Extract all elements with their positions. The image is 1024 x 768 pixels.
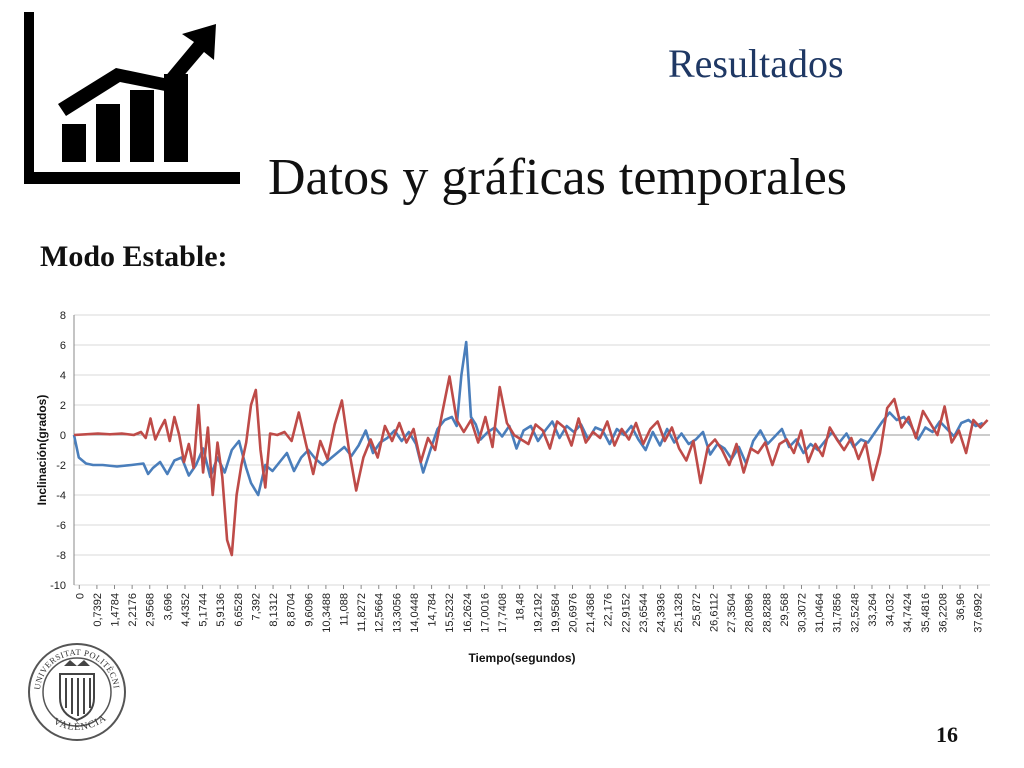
- x-tick-label: 36,2208: [937, 593, 949, 633]
- x-tick-label: 14,0448: [409, 593, 421, 633]
- y-tick-label: -4: [56, 490, 66, 502]
- x-tick-label: 29,568: [779, 593, 791, 627]
- section-title: Resultados: [668, 41, 844, 86]
- series-line-1: [72, 340, 984, 497]
- x-tick-label: 18,48: [515, 593, 527, 621]
- x-tick-label: 2,2176: [127, 593, 139, 627]
- slide-title: Datos y gráficas temporales: [268, 149, 848, 206]
- y-tick-label: 4: [60, 370, 66, 382]
- x-tick-label: 27,3504: [726, 593, 738, 633]
- university-seal-icon: UNIVERSITAT POLITÈCNICA VALÈNCIA: [26, 636, 126, 741]
- x-tick-label: 25,872: [691, 593, 703, 627]
- x-tick-label: 35,4816: [920, 593, 932, 633]
- y-tick-label: 2: [60, 400, 66, 412]
- x-tick-label: 12,5664: [374, 593, 386, 633]
- x-tick-label: 5,1744: [198, 593, 210, 627]
- x-tick-label: 15,5232: [444, 593, 456, 633]
- x-tick-label: 31,7856: [832, 593, 844, 633]
- x-tick-label: 7,392: [250, 593, 262, 621]
- x-axis-label: Tiempo(segundos): [468, 651, 575, 665]
- x-tick-label: 30,3072: [797, 593, 809, 633]
- x-tick-label: 23,6544: [638, 593, 650, 633]
- x-tick-label: 14,784: [427, 593, 439, 627]
- x-tick-label: 19,9584: [550, 593, 562, 633]
- x-tick-label: 0: [74, 593, 86, 599]
- x-tick-label: 16,2624: [462, 593, 474, 633]
- x-tick-label: 32,5248: [849, 593, 861, 633]
- x-tick-label: 17,7408: [497, 593, 509, 633]
- x-tick-label: 25,1328: [673, 593, 685, 633]
- x-tick-label: 22,9152: [620, 593, 632, 633]
- x-tick-label: 22,176: [603, 593, 615, 627]
- y-tick-label: -10: [50, 580, 66, 592]
- mode-subtitle: Modo Estable:: [40, 240, 228, 273]
- x-tick-label: 34,032: [885, 593, 897, 627]
- series-line-2: [73, 375, 989, 557]
- x-tick-label: 33,264: [867, 593, 879, 627]
- x-tick-label: 8,8704: [286, 593, 298, 627]
- x-tick-label: 34,7424: [902, 593, 914, 633]
- x-tick-label: 26,6112: [708, 593, 720, 632]
- y-tick-label: 6: [60, 340, 66, 352]
- x-tick-label: 6,6528: [233, 593, 245, 627]
- x-tick-label: 9,6096: [303, 593, 315, 627]
- x-tick-label: 8,1312: [268, 593, 280, 627]
- y-tick-label: 8: [60, 310, 66, 322]
- y-axis-label: Inclinación(grados): [35, 395, 49, 506]
- x-tick-label: 28,8288: [761, 593, 773, 633]
- x-tick-label: 1,4784: [110, 593, 122, 627]
- svg-text:VALÈNCIA: VALÈNCIA: [52, 712, 109, 733]
- x-tick-label: 4,4352: [180, 593, 192, 627]
- y-tick-label: 0: [60, 430, 66, 442]
- x-tick-label: 24,3936: [656, 593, 668, 633]
- y-tick-label: -2: [56, 460, 66, 472]
- x-tick-label: 20,6976: [568, 593, 580, 633]
- x-tick-label: 3,696: [162, 593, 174, 621]
- x-tick-label: 37,6992: [973, 593, 985, 633]
- x-tick-label: 11,088: [339, 593, 351, 626]
- x-tick-label: 21,4368: [585, 593, 597, 633]
- x-tick-label: 17,0016: [479, 593, 491, 633]
- chart-growth-icon: [24, 12, 240, 184]
- x-tick-label: 31,0464: [814, 593, 826, 633]
- x-tick-label: 11,8272: [356, 593, 368, 632]
- x-tick-label: 19,2192: [532, 593, 544, 633]
- x-tick-label: 10,3488: [321, 593, 333, 633]
- x-tick-label: 13,3056: [391, 593, 403, 633]
- x-tick-label: 36,96: [955, 593, 967, 621]
- page-number: 16: [936, 722, 958, 747]
- y-tick-label: -8: [56, 550, 66, 562]
- y-tick-label: -6: [56, 520, 66, 532]
- x-tick-label: 2,9568: [145, 593, 157, 627]
- time-series-chart: 8 6 4 2 0 -2 -4 -6 -8 -10 0 0,7392 1,4784 2,2176 2,956…: [35, 310, 990, 665]
- x-tick-label: 28,0896: [744, 593, 756, 633]
- x-tick-label: 5,9136: [215, 593, 227, 627]
- x-tick-label: 0,7392: [92, 593, 104, 627]
